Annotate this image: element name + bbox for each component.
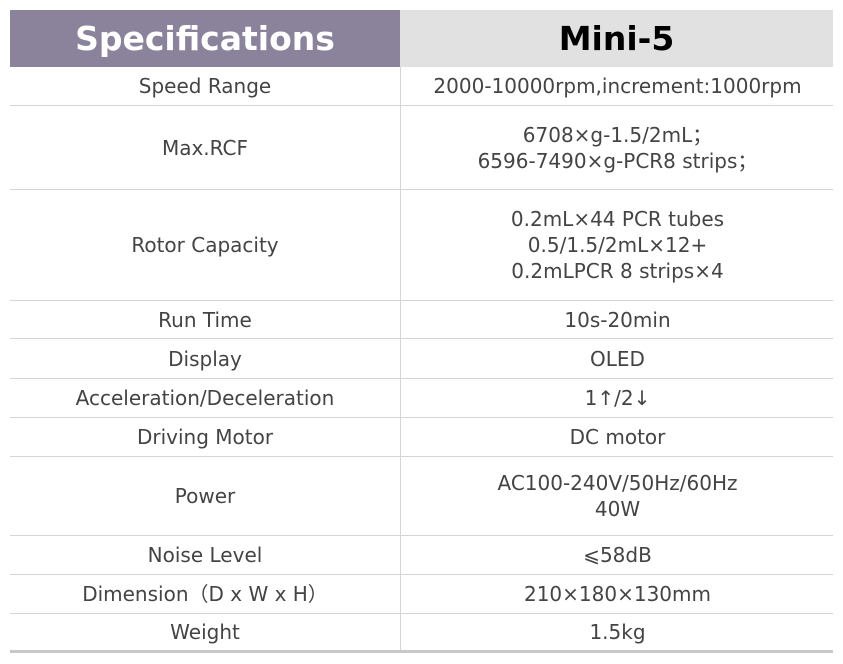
table-row: Noise Level ⩽58dB bbox=[10, 536, 833, 575]
spec-value: 10s-20min bbox=[400, 301, 834, 338]
table-row: Power AC100-240V/50Hz/60Hz 40W bbox=[10, 457, 833, 536]
spec-label: Dimension（D x W x H） bbox=[10, 575, 400, 613]
spec-value-line: 1↑/2↓ bbox=[584, 386, 651, 410]
spec-label: Weight bbox=[10, 614, 400, 650]
table-row: Weight 1.5kg bbox=[10, 614, 833, 653]
spec-value: AC100-240V/50Hz/60Hz 40W bbox=[400, 457, 834, 535]
spec-label: Max.RCF bbox=[10, 106, 400, 189]
spec-value: DC motor bbox=[400, 418, 834, 456]
spec-value-line: DC motor bbox=[569, 425, 666, 449]
spec-value-line: OLED bbox=[590, 346, 645, 371]
spec-value: 210×180×130mm bbox=[400, 575, 834, 613]
spec-value: 1.5kg bbox=[400, 614, 834, 650]
spec-value: 0.2mL×44 PCR tubes 0.5/1.5/2mL×12+ 0.2mLPC… bbox=[400, 190, 834, 300]
table-row: Display OLED bbox=[10, 339, 833, 379]
spec-value: 6708×g-1.5/2mL； 6596-7490×g-PCR8 strips； bbox=[400, 106, 834, 189]
header-right: Mini-5 bbox=[400, 10, 833, 67]
spec-value: OLED bbox=[400, 339, 834, 378]
spec-label: Run Time bbox=[10, 301, 400, 338]
spec-value-line: 40W bbox=[594, 497, 641, 521]
spec-label-text: Driving Motor bbox=[136, 425, 274, 449]
table-row: Rotor Capacity 0.2mL×44 PCR tubes 0.5/1.5/… bbox=[10, 190, 833, 301]
spec-label-text: Acceleration/Deceleration bbox=[75, 386, 335, 410]
spec-value-line: 6708×g-1.5/2mL； bbox=[522, 122, 713, 147]
spec-label: Power bbox=[10, 457, 400, 535]
spec-value-line: 0.2mL×44 PCR tubes bbox=[510, 207, 725, 231]
spec-label: Display bbox=[10, 339, 400, 378]
spec-label-text: Power bbox=[174, 484, 236, 508]
spec-value-line: 10s-20min bbox=[564, 307, 671, 332]
spec-label: Noise Level bbox=[10, 536, 400, 574]
header-left: Specifications bbox=[10, 10, 400, 67]
spec-label-text: Weight bbox=[170, 620, 240, 644]
spec-label: Acceleration/Deceleration bbox=[10, 379, 400, 417]
spec-value: 2000-10000rpm,increment:1000rpm bbox=[400, 67, 834, 105]
table-row: Dimension（D x W x H） 210×180×130mm bbox=[10, 575, 833, 614]
spec-label-text: Run Time bbox=[158, 307, 252, 332]
spec-value: 1↑/2↓ bbox=[400, 379, 834, 417]
spec-label: Driving Motor bbox=[10, 418, 400, 456]
spec-label: Rotor Capacity bbox=[10, 190, 400, 300]
spec-value: ⩽58dB bbox=[400, 536, 834, 574]
table-row: Driving Motor DC motor bbox=[10, 418, 833, 457]
spec-value-line: ⩽58dB bbox=[583, 543, 652, 567]
spec-value-line: 1.5kg bbox=[589, 620, 646, 644]
table-row: Run Time 10s-20min bbox=[10, 301, 833, 339]
table-row: Acceleration/Deceleration 1↑/2↓ bbox=[10, 379, 833, 418]
spec-label-text: Speed Range bbox=[138, 74, 272, 98]
spec-value-line: 0.5/1.5/2mL×12+ bbox=[527, 233, 708, 257]
table-row: Speed Range 2000-10000rpm,increment:1000r… bbox=[10, 67, 833, 106]
spec-label-text: Display bbox=[168, 346, 242, 371]
spec-label-text: Max.RCF bbox=[161, 135, 249, 160]
spec-value-line: 0.2mLPCR 8 strips×4 bbox=[511, 259, 724, 283]
spec-value-line: 6596-7490×g-PCR8 strips； bbox=[477, 148, 758, 173]
table-row: Max.RCF 6708×g-1.5/2mL； 6596-7490×g-PCR8 s… bbox=[10, 106, 833, 190]
spec-value-line: 2000-10000rpm,increment:1000rpm bbox=[433, 74, 802, 98]
spec-value-line: 210×180×130mm bbox=[523, 582, 711, 606]
spec-label-text: Dimension（D x W x H） bbox=[82, 582, 328, 606]
spec-label-text: Noise Level bbox=[147, 543, 263, 567]
spec-label-text: Rotor Capacity bbox=[131, 233, 279, 257]
spec-value-line: AC100-240V/50Hz/60Hz bbox=[497, 471, 738, 495]
spec-label: Speed Range bbox=[10, 67, 400, 105]
